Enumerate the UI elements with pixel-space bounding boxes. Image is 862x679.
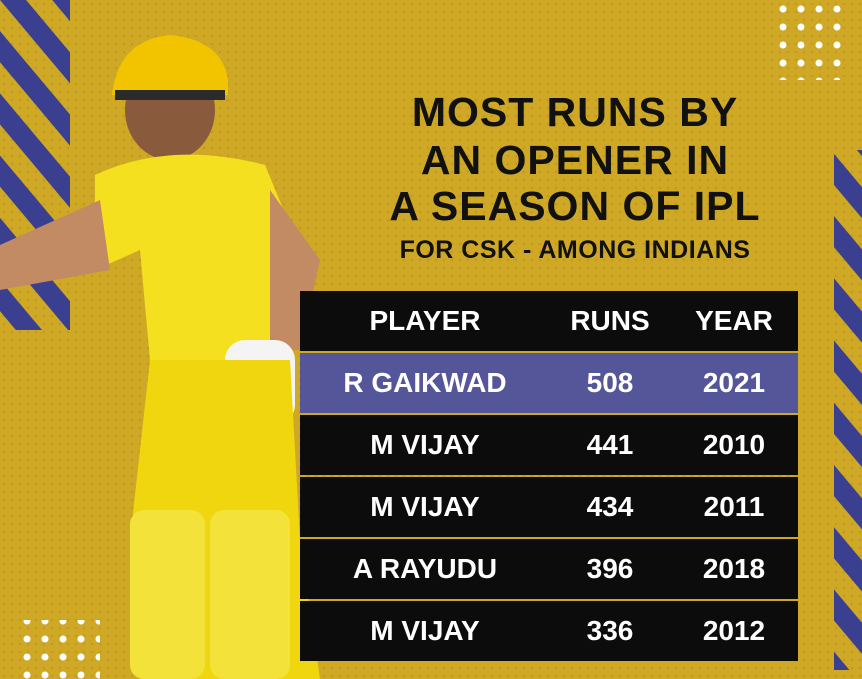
table-cell: 2018 xyxy=(670,539,798,599)
header-cell: YEAR xyxy=(670,291,798,351)
title-line: AN OPENER IN xyxy=(420,137,730,183)
table-cell: 2021 xyxy=(670,353,798,413)
table-cell: 2012 xyxy=(670,601,798,661)
table-row: M VIJAY 441 2010 xyxy=(300,415,798,475)
subtitle: FOR CSK - AMONG INDIANS xyxy=(399,236,751,264)
table-cell: R GAIKWAD xyxy=(300,353,550,413)
title-line: MOST RUNS BY xyxy=(411,89,739,135)
table-cell: 2010 xyxy=(670,415,798,475)
table-row: M VIJAY 336 2012 xyxy=(300,601,798,661)
table-cell: 2011 xyxy=(670,477,798,537)
table-row: R GAIKWAD 508 2021 xyxy=(300,353,798,413)
header-cell: RUNS xyxy=(550,291,670,351)
table-cell: M VIJAY xyxy=(300,415,550,475)
table-cell: 434 xyxy=(550,477,670,537)
stats-table: PLAYER RUNS YEAR R GAIKWAD 508 2021 M VIJAY 44… xyxy=(300,289,798,663)
title-line: A SEASON OF IPL xyxy=(389,183,761,229)
table-cell: 396 xyxy=(550,539,670,599)
header-cell: PLAYER xyxy=(300,291,550,351)
table-cell: 441 xyxy=(550,415,670,475)
table-cell: M VIJAY xyxy=(300,477,550,537)
table-cell: A RAYUDU xyxy=(300,539,550,599)
table-row: M VIJAY 434 2011 xyxy=(300,477,798,537)
table-row: A RAYUDU 396 2018 xyxy=(300,539,798,599)
table-cell: M VIJAY xyxy=(300,601,550,661)
table-cell: 336 xyxy=(550,601,670,661)
table-cell: 508 xyxy=(550,353,670,413)
header-row: PLAYER RUNS YEAR xyxy=(300,291,798,351)
